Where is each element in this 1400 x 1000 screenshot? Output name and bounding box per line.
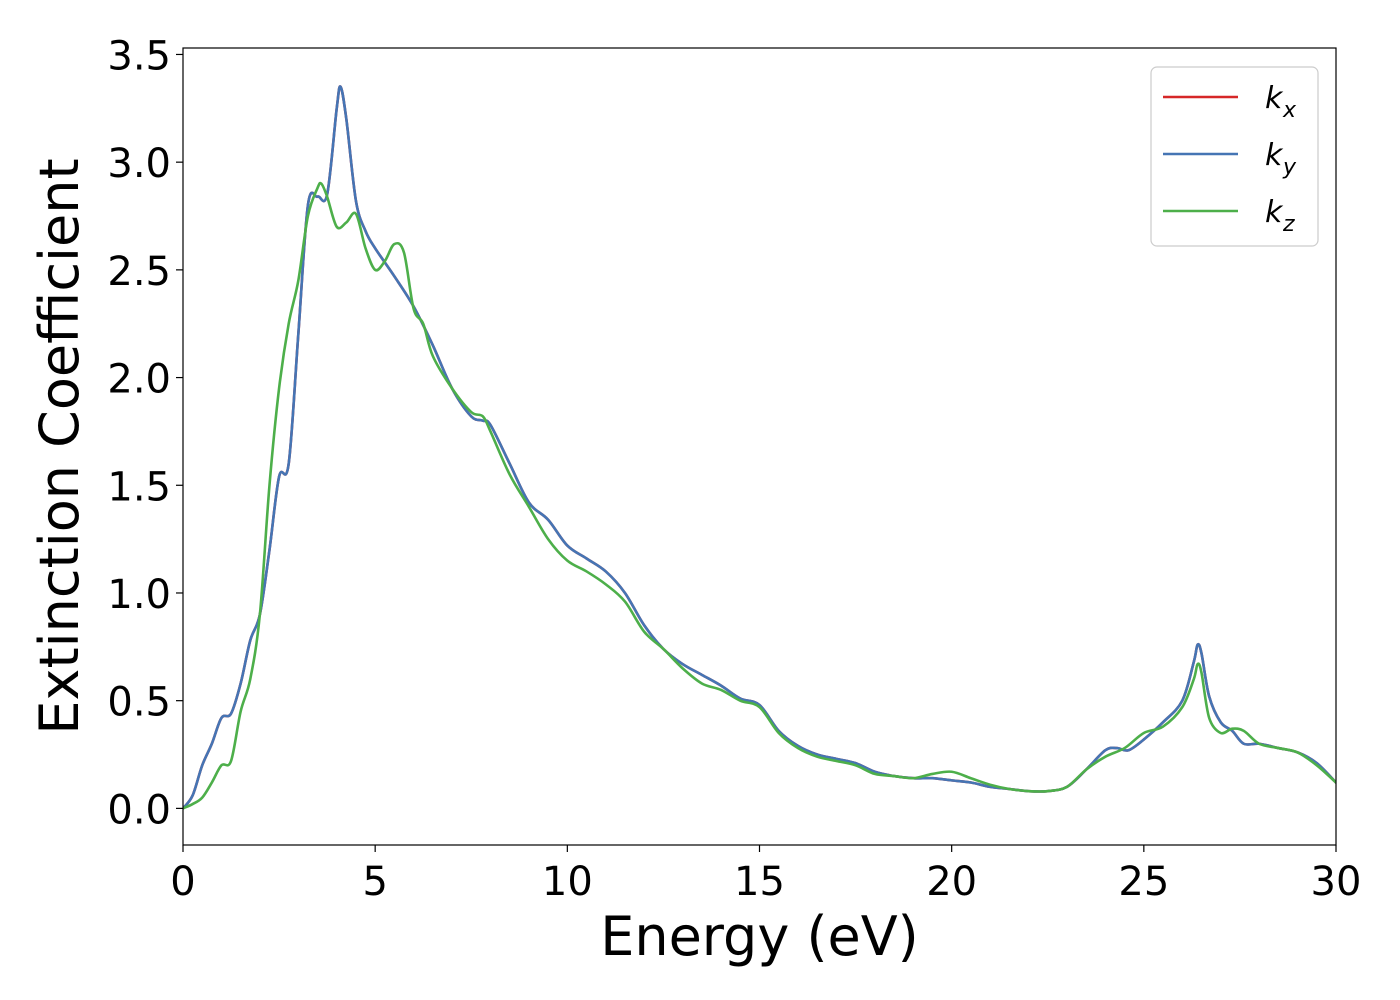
x-tick-label: 0 bbox=[170, 859, 195, 905]
y-tick-label: 2.0 bbox=[107, 357, 171, 403]
y-tick-label: 0.5 bbox=[107, 680, 171, 726]
x-tick-label: 10 bbox=[542, 859, 593, 905]
y-tick-label: 1.0 bbox=[107, 572, 171, 618]
y-axis-title: Extinction Coefficient bbox=[28, 158, 91, 734]
legend-label-y: k bbox=[1265, 138, 1284, 173]
x-axis-title: Energy (eV) bbox=[600, 905, 919, 968]
legend-subscript-z: z bbox=[1282, 212, 1295, 237]
y-axis: 0.0 0.5 1.0 1.5 2.0 2.5 3.0 3.5 bbox=[107, 33, 183, 833]
x-tick-label: 30 bbox=[1311, 859, 1362, 905]
series-line-y bbox=[183, 85, 1336, 810]
x-tick-label: 15 bbox=[734, 859, 785, 905]
legend-label-z: k bbox=[1265, 195, 1284, 230]
legend-subscript-x: x bbox=[1282, 98, 1297, 123]
y-tick-label: 3.0 bbox=[107, 141, 171, 187]
x-tick-label: 20 bbox=[926, 859, 977, 905]
y-tick-label: 0.0 bbox=[107, 787, 171, 833]
x-tick-label: 25 bbox=[1118, 859, 1169, 905]
y-tick-label: 2.5 bbox=[107, 249, 171, 295]
legend: k xk yk z bbox=[1150, 66, 1319, 247]
series-line-z bbox=[183, 181, 1336, 810]
x-tick-label: 5 bbox=[362, 859, 387, 905]
x-axis: 0 5 10 15 20 25 30 bbox=[170, 845, 1361, 905]
series-layer bbox=[183, 85, 1336, 810]
legend-box bbox=[1150, 66, 1319, 247]
legend-label-x: k bbox=[1265, 81, 1284, 116]
y-tick-label: 1.5 bbox=[107, 464, 171, 510]
y-tick-label: 3.5 bbox=[107, 33, 171, 79]
legend-subscript-y: y bbox=[1282, 155, 1297, 180]
